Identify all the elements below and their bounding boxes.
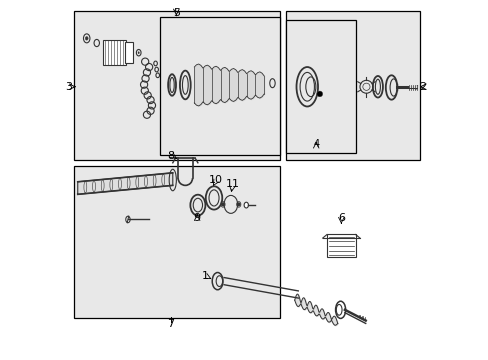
Bar [326,234,355,257]
Bar [125,42,133,63]
Text: 5: 5 [173,8,180,18]
Polygon shape [78,173,172,194]
Text: 9: 9 [193,213,200,223]
Circle shape [237,203,240,206]
Circle shape [316,91,322,97]
Bar [285,21,355,153]
Text: 11: 11 [225,179,240,189]
Text: 1: 1 [201,271,208,281]
Ellipse shape [85,37,88,40]
Bar [102,40,126,65]
Text: 10: 10 [208,175,223,185]
Bar [74,166,280,318]
Text: 7: 7 [167,319,174,329]
Bar [285,12,419,160]
Text: 6: 6 [337,213,344,222]
Text: 4: 4 [312,139,319,149]
Text: 3: 3 [65,82,72,92]
Text: 8: 8 [167,150,174,161]
Bar [74,12,280,160]
Circle shape [221,203,224,206]
Text: 2: 2 [418,82,426,92]
Ellipse shape [244,202,248,208]
Ellipse shape [138,51,139,54]
Ellipse shape [125,216,130,223]
Bar [160,17,280,155]
